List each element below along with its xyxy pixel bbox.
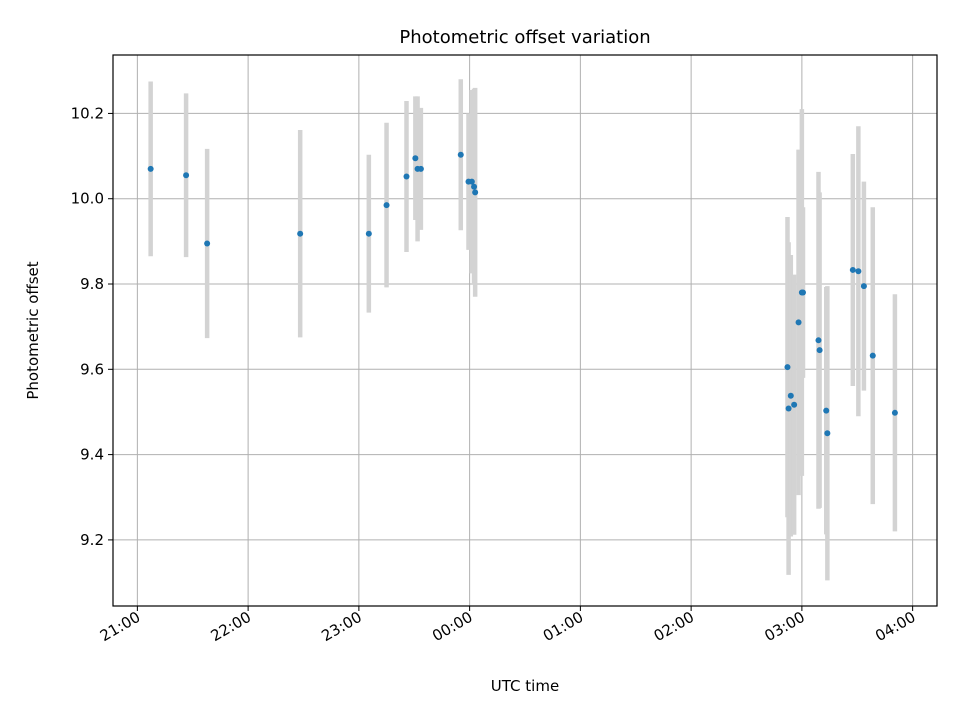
data-point [855, 268, 862, 275]
data-point [204, 240, 211, 247]
y-tick-label: 9.2 [80, 531, 104, 549]
data-points [147, 151, 898, 437]
x-tick-label: 00:00 [429, 608, 475, 645]
x-axis-label: UTC time [491, 677, 559, 695]
data-point [383, 202, 390, 209]
data-point [787, 392, 794, 399]
data-point [403, 173, 410, 180]
data-point [891, 409, 898, 416]
data-point [869, 352, 876, 359]
chart-title: Photometric offset variation [399, 27, 650, 48]
data-point [815, 337, 822, 344]
error-bars [148, 79, 898, 581]
x-tick-label: 22:00 [208, 608, 254, 645]
x-tick-label: 23:00 [318, 608, 364, 645]
data-point [824, 430, 831, 437]
grid [113, 55, 937, 606]
data-point [472, 189, 479, 196]
x-tick-label: 01:00 [540, 608, 586, 645]
x-tick-label: 03:00 [761, 608, 807, 645]
y-tick-label: 10.0 [71, 190, 104, 208]
y-tick-label: 9.6 [80, 360, 104, 378]
data-point [147, 165, 154, 172]
data-point [417, 165, 424, 172]
data-point [457, 151, 464, 158]
y-axis-ticks: 9.2 9.4 9.6 9.8 10.0 10.2 [71, 104, 113, 549]
y-axis-label: Photometric offset [24, 261, 42, 399]
data-point [784, 364, 791, 371]
data-point [799, 289, 806, 296]
data-point [816, 347, 823, 354]
x-tick-label: 02:00 [651, 608, 697, 645]
data-point [823, 407, 830, 414]
data-point [468, 178, 475, 185]
data-point [785, 405, 792, 412]
x-axis-ticks: 21:00 22:00 23:00 00:00 01:00 02:00 03:00 04:00 [97, 606, 919, 645]
data-point [412, 155, 419, 162]
data-point [849, 266, 856, 273]
data-point [791, 401, 798, 408]
data-point [860, 283, 867, 290]
y-tick-label: 9.4 [80, 446, 104, 464]
data-point [297, 230, 304, 237]
data-point [365, 230, 372, 237]
y-tick-label: 9.8 [80, 275, 104, 293]
x-tick-label: 04:00 [872, 608, 918, 645]
data-point [795, 319, 802, 326]
x-tick-label: 21:00 [97, 608, 143, 645]
plot-frame [112, 54, 938, 607]
data-point [471, 183, 478, 190]
y-tick-label: 10.2 [71, 104, 104, 122]
data-point [183, 172, 190, 179]
